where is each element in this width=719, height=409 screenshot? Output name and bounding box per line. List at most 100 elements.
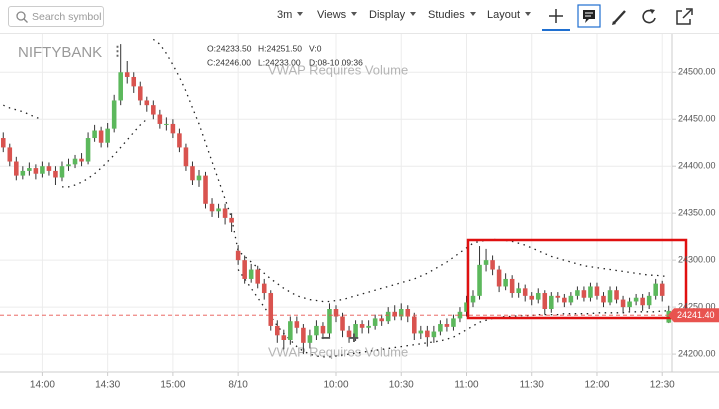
- candle-body: [646, 295, 652, 306]
- y-tick-label: 24400.00: [678, 161, 716, 171]
- layout-menu[interactable]: Layout: [487, 9, 531, 21]
- ohlc-date: D:08-10 09:36: [309, 57, 363, 67]
- ohlc-close: C:24246.00: [207, 57, 251, 67]
- candle-body: [438, 324, 443, 332]
- candle-body: [288, 321, 293, 340]
- studies-menu[interactable]: Studies: [428, 9, 476, 21]
- candle-body: [209, 203, 215, 212]
- candle-body: [327, 309, 332, 334]
- candle-body: [248, 269, 254, 279]
- y-tick-label: 24500.00: [678, 67, 716, 77]
- y-tick-label: 24200.00: [678, 348, 716, 358]
- candle-body: [33, 168, 39, 174]
- views-menu[interactable]: Views: [317, 9, 357, 21]
- candle-body: [177, 133, 182, 148]
- candle-body: [255, 269, 260, 284]
- candle-body: [575, 290, 580, 296]
- candle-body: [340, 316, 345, 331]
- search-box[interactable]: Search symbol: [8, 6, 104, 27]
- search-placeholder: Search symbol: [32, 11, 102, 23]
- candle-body: [131, 76, 137, 87]
- highlight-box: [466, 238, 688, 320]
- candle-body: [79, 158, 84, 162]
- display-menu[interactable]: Display: [369, 9, 416, 21]
- y-tick-label: 24350.00: [678, 208, 716, 218]
- candle-body: [385, 311, 391, 322]
- x-tick-label: 14:00: [30, 380, 55, 391]
- vwap-band: [3, 38, 669, 303]
- candle-body: [46, 166, 52, 171]
- interval-menu[interactable]: 3m: [277, 9, 303, 21]
- y-tick-label: 24300.00: [678, 255, 716, 265]
- candle-body: [353, 324, 358, 338]
- candle-body: [301, 327, 306, 343]
- candle-body: [601, 295, 606, 303]
- candle-body: [457, 311, 463, 319]
- zoom-in-button[interactable]: +: [349, 328, 359, 347]
- candle-body: [27, 168, 32, 171]
- zoom-out-button[interactable]: −: [321, 328, 331, 347]
- candle-body: [92, 130, 97, 139]
- candle-body: [470, 295, 476, 303]
- candle-body: [405, 309, 411, 317]
- ohlc-volume: V:0: [309, 43, 322, 53]
- toolbar-icons: [542, 4, 693, 31]
- candle-body: [640, 297, 645, 306]
- candle-body: [151, 105, 156, 115]
- crosshair-button[interactable]: [542, 9, 570, 31]
- candle-body: [379, 318, 384, 322]
- draw-button[interactable]: [612, 10, 626, 25]
- candle-body: [183, 147, 189, 167]
- candle-body: [503, 278, 508, 287]
- x-tick-label: 12:30: [650, 380, 675, 391]
- candle-body: [620, 299, 626, 308]
- candle-body: [59, 166, 65, 178]
- candle-body: [307, 335, 313, 343]
- candle-body: [40, 166, 45, 174]
- candle-body: [229, 217, 234, 223]
- ohlc-open: O:24233.50: [207, 43, 252, 53]
- symbol-menu[interactable]: ⋮: [111, 43, 124, 58]
- candle-body: [496, 269, 502, 287]
- y-tick-label: 24450.00: [678, 114, 716, 124]
- candle-body: [451, 318, 456, 327]
- vwap-notice: VWAP Requires Volume: [268, 62, 408, 77]
- candle-body: [392, 311, 398, 317]
- last-price-tag: [668, 308, 719, 323]
- symbol-watermark: NIFTYBANK: [18, 44, 102, 61]
- vwap-notice: VWAP Requires Volume: [268, 344, 408, 359]
- vwap-band: [62, 118, 669, 358]
- candle-body: [627, 301, 632, 308]
- ohlc-high: H:24251.50: [258, 43, 302, 53]
- candle-body: [105, 128, 110, 143]
- comment-button[interactable]: [577, 4, 601, 28]
- candle-body: [72, 158, 78, 165]
- last-price-label: 24241.40: [677, 310, 715, 320]
- candle-body: [7, 147, 13, 162]
- candle-body: [607, 290, 613, 303]
- reset-button[interactable]: [642, 9, 656, 24]
- candle-body: [529, 295, 535, 300]
- candle-body: [555, 295, 561, 298]
- plot: [0, 38, 672, 358]
- candle-body: [659, 283, 665, 296]
- candle-body: [124, 72, 130, 77]
- candle-body: [522, 288, 528, 296]
- share-button[interactable]: [676, 8, 693, 25]
- x-tick-label: 15:00: [160, 380, 185, 391]
- candle-body: [412, 316, 417, 334]
- candle-body: [157, 114, 163, 124]
- x-tick-label: 12:00: [584, 380, 609, 391]
- y-tick-label: 24250.00: [678, 301, 716, 311]
- candle-body: [516, 288, 521, 294]
- x-tick-label: 11:30: [520, 380, 545, 391]
- candle-body: [366, 325, 371, 328]
- candle-body: [535, 293, 541, 300]
- ohlc-low: L:24233.00: [258, 57, 301, 67]
- candle-body: [418, 330, 424, 334]
- candle-body: [425, 330, 430, 338]
- candle-body: [0, 138, 6, 148]
- candle-body: [268, 293, 274, 326]
- candle-body: [144, 100, 150, 106]
